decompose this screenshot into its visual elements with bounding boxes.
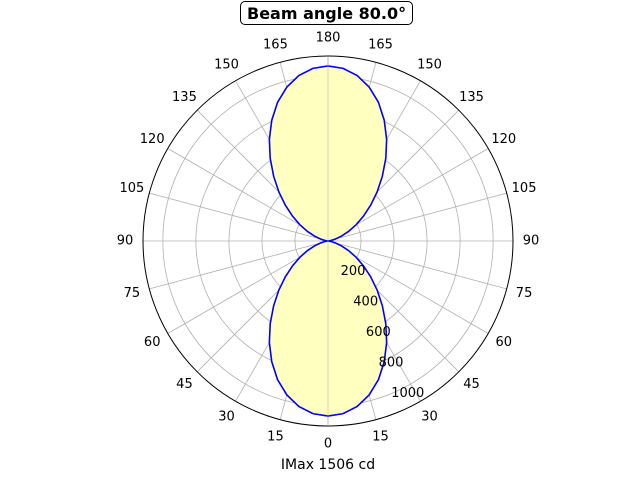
angle-tick-label: 105 bbox=[512, 181, 537, 196]
tick-labels: 0 15 30 45 60 75 90 105 120 135 150 165 180 165 150 135… bbox=[117, 31, 540, 452]
radial-tick-label: 400 bbox=[353, 295, 378, 310]
angle-tick-label: 165 bbox=[368, 37, 393, 52]
angle-tick-label: 75 bbox=[516, 286, 533, 301]
angular-gridline bbox=[327, 192, 507, 242]
angle-tick-label: 105 bbox=[120, 181, 145, 196]
chart-title: Beam angle 80.0° bbox=[240, 1, 414, 25]
angle-tick-label: 150 bbox=[214, 58, 239, 73]
angle-tick-label: 75 bbox=[124, 286, 141, 301]
angle-tick-label: 15 bbox=[372, 430, 389, 445]
intensity-fill bbox=[269, 65, 387, 417]
angle-tick-label: 165 bbox=[263, 37, 288, 52]
angle-tick-label: 180 bbox=[316, 31, 341, 46]
x-axis-label: IMax 1506 cd bbox=[280, 457, 376, 473]
angular-gridline bbox=[149, 240, 329, 290]
angle-tick-label: 120 bbox=[491, 132, 516, 147]
angle-tick-label: 30 bbox=[421, 409, 438, 424]
angle-tick-label: 90 bbox=[523, 234, 540, 249]
radial-tick-label: 200 bbox=[341, 264, 366, 279]
angle-tick-label: 45 bbox=[176, 377, 193, 392]
radial-tick-label: 800 bbox=[379, 356, 404, 371]
angle-tick-label: 135 bbox=[459, 90, 484, 105]
angular-gridline bbox=[149, 192, 329, 242]
radial-tick-label: 600 bbox=[366, 325, 391, 340]
angle-tick-label: 60 bbox=[496, 335, 513, 350]
angle-tick-label: 0 bbox=[324, 437, 332, 452]
angle-tick-label: 150 bbox=[417, 58, 442, 73]
radial-tick-label: 1000 bbox=[391, 386, 424, 401]
angular-gridline bbox=[327, 240, 507, 290]
angle-tick-label: 15 bbox=[267, 430, 284, 445]
angle-tick-label: 30 bbox=[218, 409, 235, 424]
angle-tick-label: 45 bbox=[463, 377, 480, 392]
angle-tick-label: 60 bbox=[144, 335, 161, 350]
data-layer bbox=[268, 56, 388, 426]
angle-tick-label: 90 bbox=[117, 234, 134, 249]
angle-tick-label: 135 bbox=[172, 90, 197, 105]
angle-tick-label: 120 bbox=[140, 132, 165, 147]
